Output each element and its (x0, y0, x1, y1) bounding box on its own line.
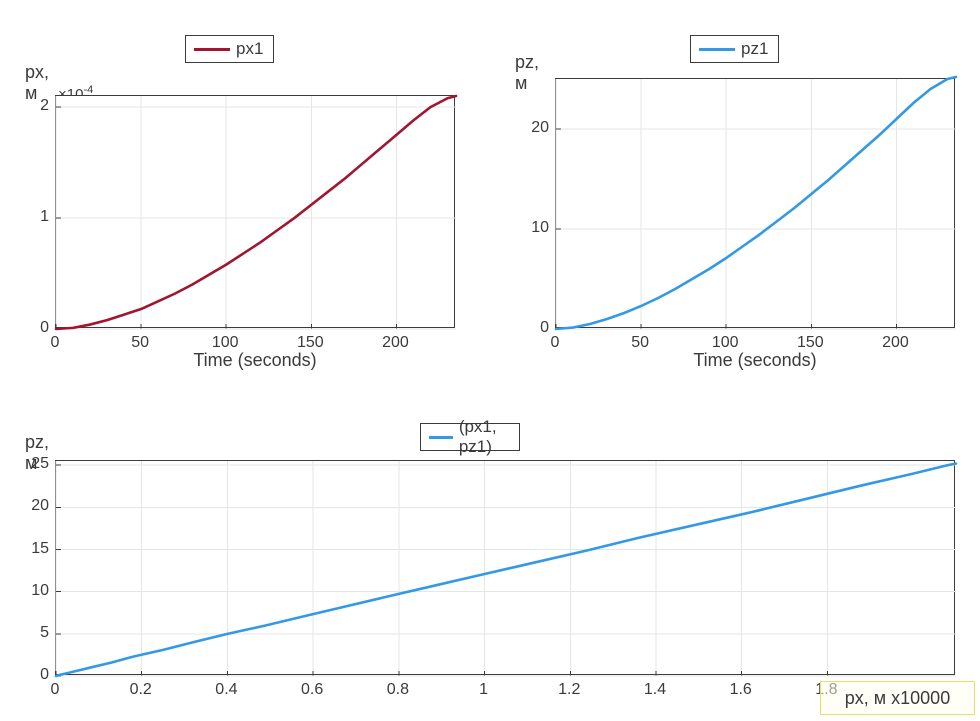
ytick-label: 20 (527, 119, 549, 137)
chart3-legend: (px1, pz1) (420, 423, 520, 451)
chart3-legend-swatch (429, 436, 453, 439)
ytick-label: 10 (27, 582, 49, 600)
xtick-label: 0.4 (215, 681, 237, 699)
chart2-ylabel: pz, м (515, 52, 539, 94)
chart3-legend-label: (px1, pz1) (459, 417, 509, 457)
chart2-plot-area (555, 78, 955, 328)
ytick-label: 0 (37, 319, 49, 337)
chart1-xlabel: Time (seconds) (55, 350, 455, 371)
chart2-xlabel: Time (seconds) (555, 350, 955, 371)
ytick-label: 0 (537, 319, 549, 337)
xtick-label: 1.4 (644, 681, 666, 699)
chart2-legend-label: pz1 (741, 39, 768, 59)
chart1-svg (56, 96, 456, 329)
xtick-label: 0.2 (130, 681, 152, 699)
xtick-label: 0.6 (301, 681, 323, 699)
chart3-svg (56, 461, 956, 676)
chart3-xlabel-annotation: px, м x10000 (820, 681, 975, 715)
chart1-legend-swatch (194, 48, 230, 51)
ytick-label: 2 (37, 97, 49, 115)
ytick-label: 25 (27, 455, 49, 473)
ytick-label: 20 (27, 497, 49, 515)
chart1-plot-area (55, 95, 455, 328)
chart3-plot-area (55, 460, 955, 675)
chart1-legend: px1 (185, 35, 274, 63)
xtick-label: 1.6 (730, 681, 752, 699)
chart1-legend-label: px1 (236, 39, 263, 59)
ytick-label: 1 (37, 208, 49, 226)
xtick-label: 0.8 (387, 681, 409, 699)
xtick-label: 1 (479, 681, 488, 699)
chart2-legend: pz1 (690, 35, 779, 63)
chart2-svg (556, 79, 956, 329)
xtick-label: 0 (51, 681, 60, 699)
ytick-label: 15 (27, 540, 49, 558)
page-root: { "chart1": { "type": "line", "ylabel": … (0, 0, 980, 721)
chart2-legend-swatch (699, 48, 735, 51)
xtick-label: 1.2 (558, 681, 580, 699)
ytick-label: 10 (527, 219, 549, 237)
ytick-label: 0 (37, 666, 49, 684)
ytick-label: 5 (37, 624, 49, 642)
